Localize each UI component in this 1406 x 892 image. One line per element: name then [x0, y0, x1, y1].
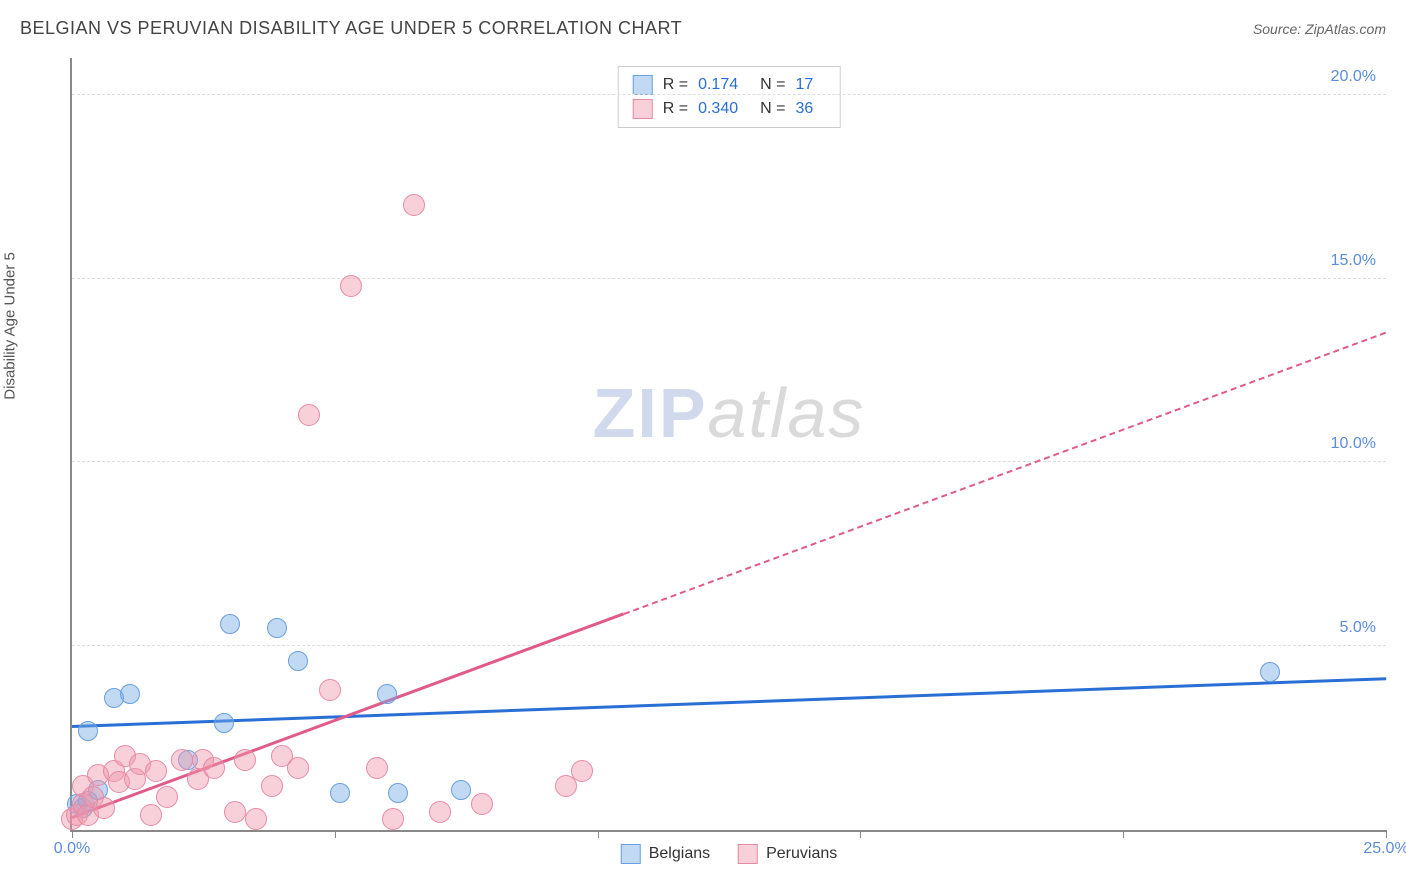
legend-n-value: 17 [795, 76, 813, 94]
data-point [261, 775, 283, 797]
legend-item: Peruvians [738, 844, 837, 864]
legend-swatch [633, 99, 653, 119]
data-point [145, 760, 167, 782]
data-point [171, 749, 193, 771]
data-point [245, 808, 267, 830]
trend-line [624, 332, 1387, 615]
legend-r-label: R = [663, 76, 688, 94]
x-tick [598, 830, 599, 838]
x-tick-label: 25.0% [1363, 840, 1406, 858]
y-tick-label: 5.0% [1340, 619, 1376, 637]
chart-title: BELGIAN VS PERUVIAN DISABILITY AGE UNDER… [20, 18, 682, 39]
data-point [234, 749, 256, 771]
legend-swatch [633, 75, 653, 95]
legend-series-name: Peruvians [766, 845, 837, 863]
legend-series-name: Belgians [649, 845, 710, 863]
data-point [220, 614, 240, 634]
legend-swatch [621, 844, 641, 864]
x-tick [860, 830, 861, 838]
chart-container: Disability Age Under 5 ZIPatlas R =0.174… [20, 58, 1386, 872]
trend-line [72, 677, 1386, 727]
y-axis-label: Disability Age Under 5 [2, 252, 19, 400]
data-point [140, 804, 162, 826]
data-point [156, 786, 178, 808]
data-point [451, 780, 471, 800]
plot-area: ZIPatlas R =0.174N =17R =0.340N =36 Belg… [70, 58, 1386, 832]
data-point [298, 404, 320, 426]
data-point [388, 783, 408, 803]
legend-n-value: 36 [795, 100, 813, 118]
y-tick-label: 20.0% [1331, 68, 1376, 86]
data-point [288, 651, 308, 671]
data-point [330, 783, 350, 803]
x-tick [1123, 830, 1124, 838]
data-point [93, 797, 115, 819]
gridline [72, 461, 1386, 462]
data-point [267, 618, 287, 638]
gridline [72, 278, 1386, 279]
correlation-legend: R = 0.174 N = 17 R = 0.340 N = 36 [618, 66, 841, 128]
data-point [377, 684, 397, 704]
series-legend: Belgians Peruvians [621, 844, 838, 864]
data-point [366, 757, 388, 779]
x-tick [335, 830, 336, 838]
data-point [471, 793, 493, 815]
legend-r-value: 0.174 [698, 76, 738, 94]
data-point [319, 679, 341, 701]
data-point [403, 194, 425, 216]
gridline [72, 94, 1386, 95]
data-point [571, 760, 593, 782]
legend-n-label: N = [760, 76, 785, 94]
legend-swatch [738, 844, 758, 864]
data-point [203, 757, 225, 779]
source-attribution: Source: ZipAtlas.com [1253, 21, 1386, 37]
data-point [429, 801, 451, 823]
legend-row: R = 0.340 N = 36 [633, 97, 826, 121]
x-tick [1386, 830, 1387, 838]
legend-r-value: 0.340 [698, 100, 738, 118]
data-point [340, 275, 362, 297]
legend-r-label: R = [663, 100, 688, 118]
x-tick [72, 830, 73, 838]
y-tick-label: 10.0% [1331, 435, 1376, 453]
gridline [72, 645, 1386, 646]
data-point [120, 684, 140, 704]
data-point [214, 713, 234, 733]
watermark: ZIPatlas [593, 373, 866, 453]
legend-item: Belgians [621, 844, 710, 864]
data-point [224, 801, 246, 823]
data-point [1260, 662, 1280, 682]
data-point [78, 721, 98, 741]
data-point [382, 808, 404, 830]
x-tick-label: 0.0% [54, 840, 90, 858]
data-point [287, 757, 309, 779]
legend-n-label: N = [760, 100, 785, 118]
y-tick-label: 15.0% [1331, 252, 1376, 270]
